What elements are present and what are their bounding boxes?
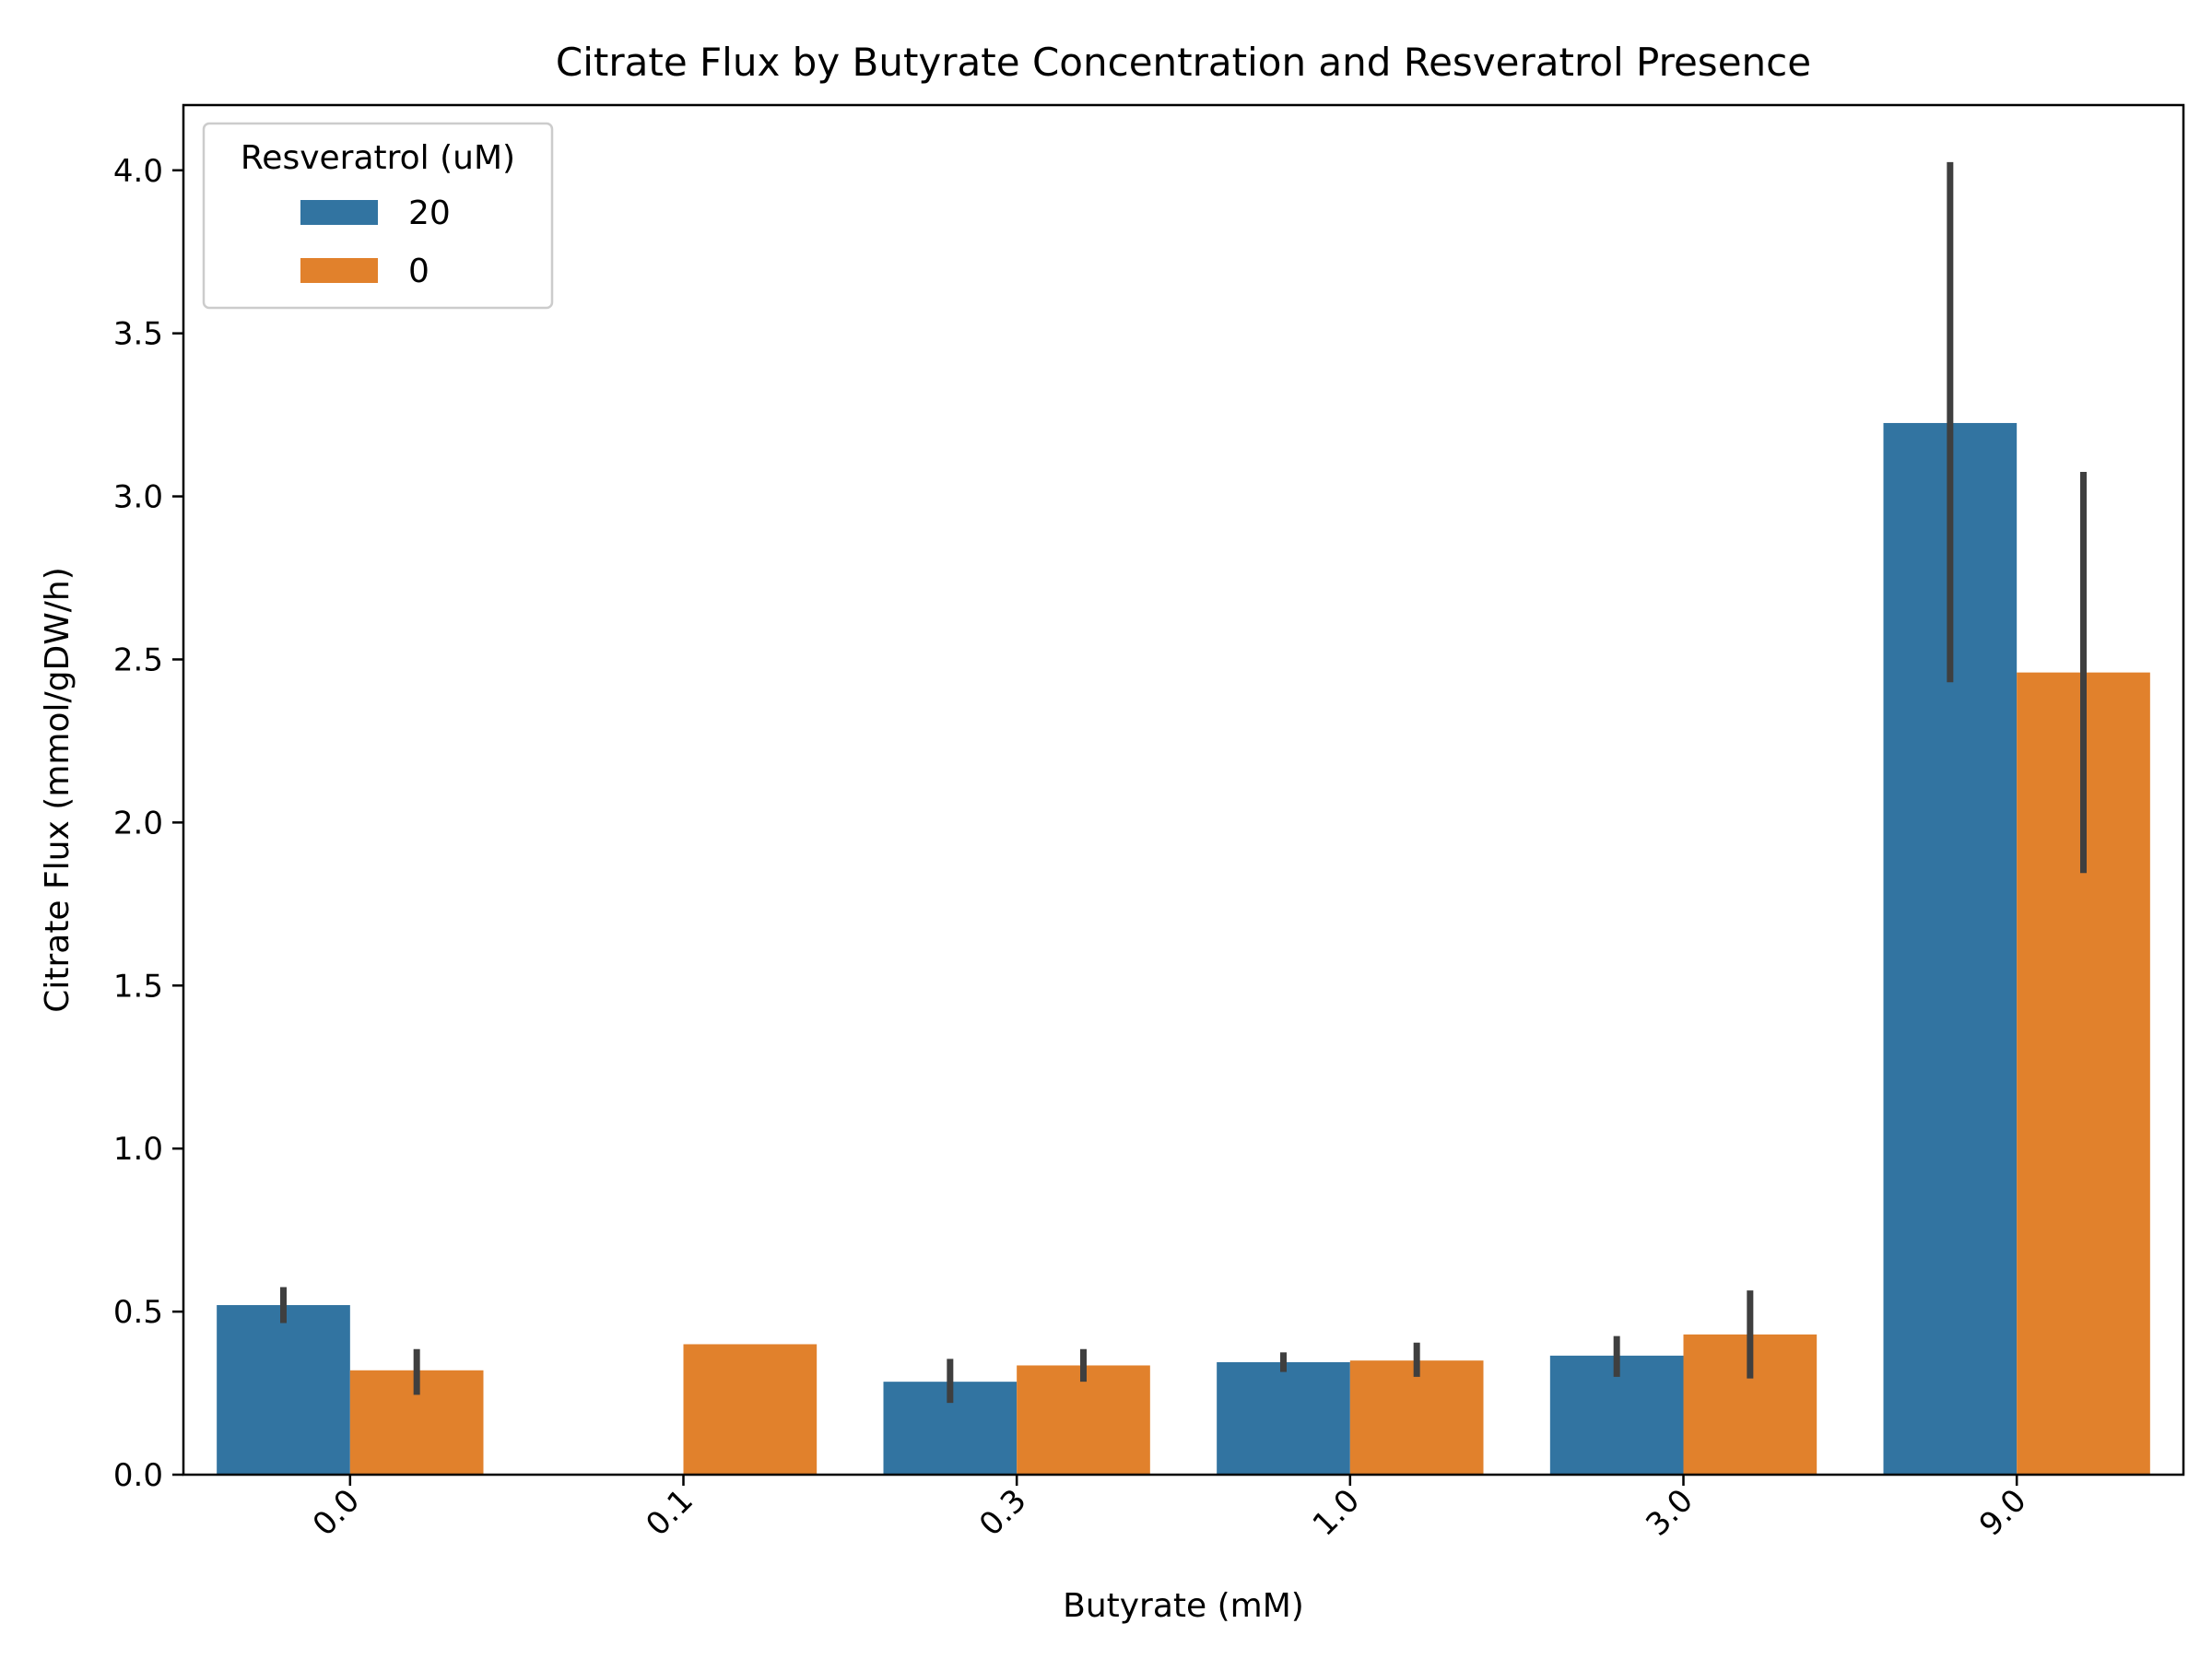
- bar-0.1-series-0: [683, 1344, 818, 1475]
- y-axis: 0.0 0.5 1.0 1.5 2.0 2.5 3.0 3.5 4.0: [113, 153, 183, 1494]
- bar-1.0-series-0: [1349, 1360, 1484, 1475]
- legend-swatch-series-20: [300, 200, 378, 225]
- plot-frame: [182, 103, 2185, 1477]
- legend-label-series-0: 0: [408, 253, 429, 290]
- y-axis-label: Citrate Flux (mmol/gDW/h): [39, 567, 76, 1013]
- legend-swatch-series-0: [300, 258, 378, 283]
- y-tick-label: 1.5: [113, 968, 163, 1005]
- bars-layer: [217, 422, 2150, 1475]
- y-tick-label: 1.0: [113, 1131, 163, 1168]
- chart-title: Citrate Flux by Butyrate Concentration a…: [556, 40, 1811, 85]
- y-tick-label: 3.0: [113, 479, 163, 516]
- y-tick-label: 2.0: [113, 805, 163, 841]
- y-tick-label: 3.5: [113, 316, 163, 353]
- y-tick-label: 0.0: [113, 1457, 163, 1494]
- errorbars-layer: [280, 161, 2087, 1404]
- y-tick-label: 4.0: [113, 153, 163, 190]
- bar-1.0-series-20: [1217, 1361, 1350, 1475]
- y-tick-label: 0.5: [113, 1294, 163, 1331]
- legend-label-series-20: 20: [408, 194, 451, 232]
- bar-0.0-series-20: [217, 1305, 350, 1475]
- legend: Resveratrol (uM) 20 0: [202, 122, 554, 310]
- y-tick-label: 2.5: [113, 641, 163, 678]
- legend-title: Resveratrol (uM): [241, 139, 515, 177]
- x-axis-label: Butyrate (mM): [1063, 1587, 1304, 1625]
- bar-0.3-series-0: [1017, 1365, 1150, 1475]
